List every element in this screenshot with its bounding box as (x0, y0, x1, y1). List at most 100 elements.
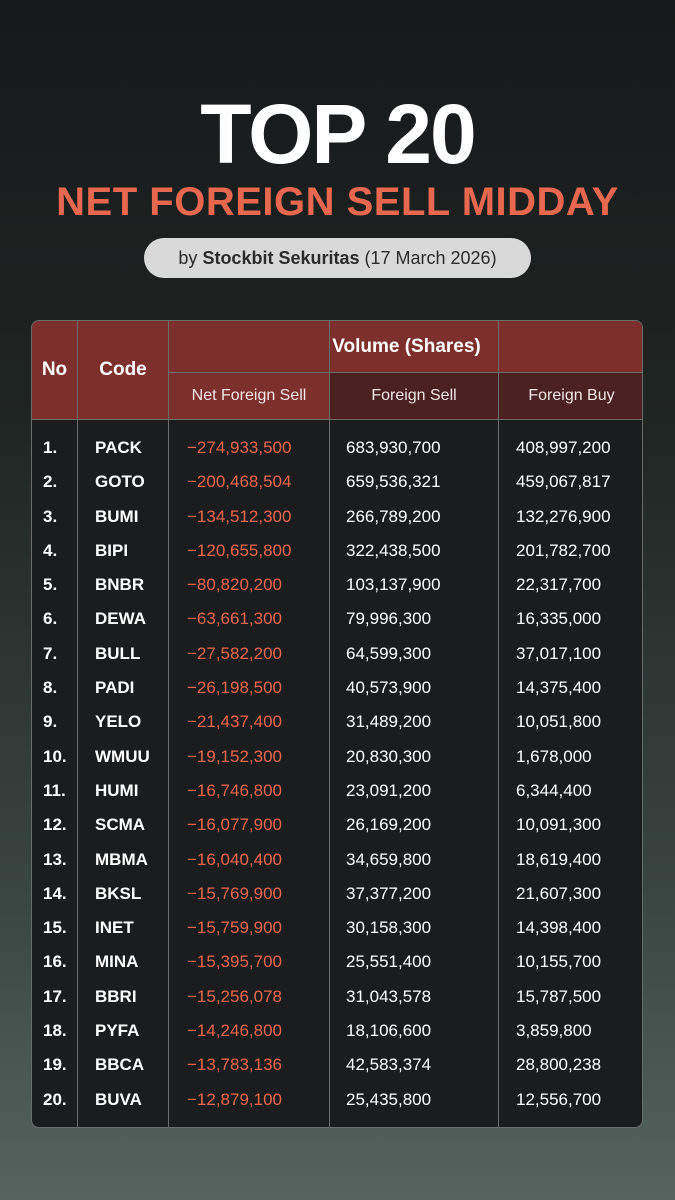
foreign-buy-value: 6,344,400 (516, 780, 592, 800)
foreign-buy-value: 15,787,500 (516, 986, 602, 1006)
table-row: 12. SCMA −16,077,900 26,169,200 10,091,300 (32, 808, 642, 842)
net-foreign-sell-value: −63,661,300 (187, 609, 283, 629)
foreign-sell-value: 30,158,300 (346, 918, 432, 938)
foreign-sell-value: 42,583,374 (346, 1055, 432, 1075)
foreign-buy-value: 132,276,900 (516, 506, 611, 526)
row-number: 15. (43, 918, 67, 938)
row-number: 12. (43, 815, 67, 835)
net-foreign-sell-value: −80,820,200 (187, 575, 283, 595)
foreign-sell-value: 64,599,300 (346, 643, 432, 663)
column-divider (329, 321, 330, 1127)
row-number: 19. (43, 1055, 67, 1075)
header-net-foreign-sell: Net Foreign Sell (169, 373, 329, 419)
stock-code: MBMA (95, 849, 148, 869)
foreign-sell-value: 23,091,200 (346, 780, 432, 800)
foreign-sell-value: 322,438,500 (346, 540, 441, 560)
table-row: 14. BKSL −15,769,900 37,377,200 21,607,300 (32, 877, 642, 911)
foreign-buy-value: 14,398,400 (516, 918, 602, 938)
net-foreign-sell-value: −200,468,504 (187, 472, 292, 492)
foreign-sell-value: 103,137,900 (346, 575, 441, 595)
foreign-sell-value: 40,573,900 (346, 678, 432, 698)
foreign-buy-value: 21,607,300 (516, 883, 602, 903)
net-foreign-sell-value: −21,437,400 (187, 712, 283, 732)
row-number: 17. (43, 986, 67, 1006)
net-foreign-sell-table: No Code Volume (Shares) Net Foreign Sell… (31, 320, 643, 1128)
foreign-buy-value: 459,067,817 (516, 472, 611, 492)
foreign-sell-value: 34,659,800 (346, 849, 432, 869)
foreign-sell-value: 25,435,800 (346, 1089, 432, 1109)
stock-code: WMUU (95, 746, 150, 766)
table-row: 9. YELO −21,437,400 31,489,200 10,051,800 (32, 705, 642, 739)
page-title: TOP 20 (200, 87, 476, 181)
stock-code: MINA (95, 952, 139, 972)
stock-code: INET (95, 918, 134, 938)
row-number: 8. (43, 678, 58, 698)
row-number: 3. (43, 506, 58, 526)
byline-brand: Stockbit Sekuritas (202, 247, 360, 268)
foreign-buy-value: 10,155,700 (516, 952, 602, 972)
table-row: 17. BBRI −15,256,078 31,043,578 15,787,500 (32, 980, 642, 1014)
row-number: 16. (43, 952, 67, 972)
net-foreign-sell-value: −27,582,200 (187, 643, 283, 663)
foreign-sell-value: 20,830,300 (346, 746, 432, 766)
header-no: No (32, 321, 77, 419)
table-row: 2. GOTO −200,468,504 659,536,321 459,067,817 (32, 465, 642, 499)
stock-code: HUMI (95, 780, 139, 800)
byline-date: (17 March 2026) (364, 247, 497, 268)
header-code: Code (78, 321, 168, 419)
row-number: 4. (43, 540, 58, 560)
byline-prefix: by (178, 247, 198, 268)
table-row: 15. INET −15,759,900 30,158,300 14,398,400 (32, 911, 642, 945)
header-divider (169, 372, 642, 373)
foreign-sell-value: 25,551,400 (346, 952, 432, 972)
stock-code: BKSL (95, 883, 142, 903)
foreign-sell-value: 26,169,200 (346, 815, 432, 835)
foreign-sell-value: 659,536,321 (346, 472, 441, 492)
row-number: 13. (43, 849, 67, 869)
foreign-buy-value: 12,556,700 (516, 1089, 602, 1109)
foreign-buy-value: 10,051,800 (516, 712, 602, 732)
table-row: 20. BUVA −12,879,100 25,435,800 12,556,700 (32, 1083, 642, 1117)
net-foreign-sell-value: −15,256,078 (187, 986, 283, 1006)
stock-code: BIPI (95, 540, 129, 560)
net-foreign-sell-value: −120,655,800 (187, 540, 292, 560)
column-divider (77, 321, 78, 1127)
table-row: 13. MBMA −16,040,400 34,659,800 18,619,400 (32, 843, 642, 877)
net-foreign-sell-value: −12,879,100 (187, 1089, 283, 1109)
table-row: 1. PACK −274,933,500 683,930,700 408,997,200 (32, 431, 642, 465)
net-foreign-sell-value: −15,395,700 (187, 952, 283, 972)
table-row: 11. HUMI −16,746,800 23,091,200 6,344,400 (32, 774, 642, 808)
foreign-buy-value: 37,017,100 (516, 643, 602, 663)
table-row: 18. PYFA −14,246,800 18,106,600 3,859,800 (32, 1014, 642, 1048)
stock-code: BUMI (95, 506, 139, 526)
net-foreign-sell-value: −13,783,136 (187, 1055, 283, 1075)
table-row: 5. BNBR −80,820,200 103,137,900 22,317,700 (32, 568, 642, 602)
net-foreign-sell-value: −26,198,500 (187, 678, 283, 698)
stock-code: GOTO (95, 472, 145, 492)
net-foreign-sell-value: −274,933,500 (187, 438, 292, 457)
foreign-sell-value: 683,930,700 (346, 438, 441, 457)
column-divider (168, 321, 169, 1127)
foreign-sell-value: 266,789,200 (346, 506, 441, 526)
byline-badge: by Stockbit Sekuritas (17 March 2026) (144, 238, 531, 278)
foreign-buy-value: 28,800,238 (516, 1055, 602, 1075)
foreign-sell-value: 37,377,200 (346, 883, 432, 903)
table-row: 7. BULL −27,582,200 64,599,300 37,017,100 (32, 637, 642, 671)
stock-code: BBRI (95, 986, 137, 1006)
foreign-sell-value: 79,996,300 (346, 609, 432, 629)
net-foreign-sell-value: −15,759,900 (187, 918, 283, 938)
net-foreign-sell-value: −16,746,800 (187, 780, 283, 800)
foreign-sell-value: 31,489,200 (346, 712, 432, 732)
table-row: 19. BBCA −13,783,136 42,583,374 28,800,238 (32, 1048, 642, 1082)
table-row: 10. WMUU −19,152,300 20,830,300 1,678,000 (32, 740, 642, 774)
stock-code: PADI (95, 678, 135, 698)
row-number: 7. (43, 643, 58, 663)
table-row: 3. BUMI −134,512,300 266,789,200 132,276,900 (32, 500, 642, 534)
row-number: 18. (43, 1021, 67, 1041)
column-divider (498, 321, 499, 1127)
table-row: 6. DEWA −63,661,300 79,996,300 16,335,000 (32, 602, 642, 636)
stock-code: SCMA (95, 815, 146, 835)
foreign-sell-value: 31,043,578 (346, 986, 432, 1006)
stock-code: PACK (95, 438, 142, 457)
net-foreign-sell-value: −19,152,300 (187, 746, 283, 766)
